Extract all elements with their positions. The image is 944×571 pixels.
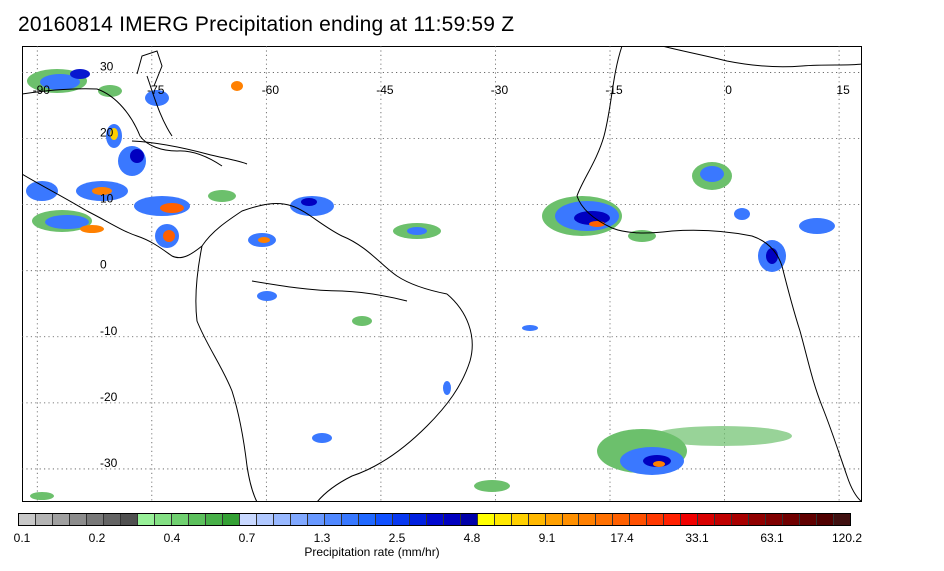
colorbar-tick-label: 2.5: [388, 531, 406, 545]
colorbar-swatch: [154, 514, 172, 525]
precip-cluster-south: [30, 316, 792, 500]
colorbar-swatch: [511, 514, 529, 525]
longitude-label: -75: [147, 83, 165, 97]
colorbar-swatch: [647, 514, 665, 525]
colorbar-swatch: [358, 514, 376, 525]
precipitation-map: -90 -75 -60 -45 -30 -15 0 15 30 20 10 0 -10 -20 -30: [22, 46, 862, 502]
colorbar-tick-label: 17.4: [610, 531, 634, 545]
longitude-labels: -90 -75 -60 -45 -30 -15 0 15: [33, 83, 850, 97]
colorbar-tick-label: 63.1: [760, 531, 784, 545]
colorbar-swatch: [86, 514, 104, 525]
longitude-label: 15: [836, 83, 850, 97]
precip-cluster-west-africa: [542, 162, 835, 272]
latitude-label: 10: [100, 192, 114, 206]
latitude-label: -20: [100, 390, 118, 404]
colorbar-caption: Precipitation rate (mm/hr): [304, 545, 440, 559]
colorbar-swatch: [579, 514, 597, 525]
colorbar-swatch: [409, 514, 427, 525]
colorbar-swatch: [494, 514, 512, 525]
colorbar-tick-label: 4.8: [463, 531, 481, 545]
longitude-label: 0: [725, 83, 732, 97]
colorbar-swatch: [443, 514, 461, 525]
colorbar-swatch: [630, 514, 648, 525]
map-title: 20160814 IMERG Precipitation ending at 1…: [18, 13, 515, 36]
longitude-label: -60: [262, 83, 280, 97]
colorbar-tick-label: 0.1: [13, 531, 31, 545]
precipitation-field: [26, 69, 835, 500]
colorbar-swatch: [545, 514, 563, 525]
colorbar-swatch: [273, 514, 291, 525]
latitude-label: -10: [100, 324, 118, 338]
colorbar-swatch: [222, 514, 240, 525]
colorbar-tick-label: 1.3: [313, 531, 331, 545]
colorbar-tick-label: 0.7: [238, 531, 256, 545]
colorbar-swatch: [834, 514, 851, 525]
colorbar-swatch: [528, 514, 546, 525]
colorbar-swatch: [52, 514, 70, 525]
colorbar: [18, 513, 851, 526]
graticule: [22, 46, 862, 502]
colorbar-swatch: [188, 514, 206, 525]
colorbar-swatch: [477, 514, 495, 525]
colorbar-swatch: [290, 514, 308, 525]
colorbar-swatch: [205, 514, 223, 525]
colorbar-swatch: [69, 514, 87, 525]
colorbar-tick-label: 0.4: [163, 531, 181, 545]
colorbar-tick-label: 120.2: [831, 531, 863, 545]
colorbar-swatch: [613, 514, 631, 525]
colorbar-swatch: [698, 514, 716, 525]
colorbar-swatch: [239, 514, 257, 525]
colorbar-swatch: [766, 514, 784, 525]
map-border: [22, 46, 862, 502]
colorbar-swatch: [392, 514, 410, 525]
colorbar-swatch: [596, 514, 614, 525]
colorbar-swatch: [120, 514, 138, 525]
longitude-label: -30: [491, 83, 509, 97]
latitude-label: -30: [100, 456, 118, 470]
colorbar-tick-label: 33.1: [685, 531, 709, 545]
colorbar-swatch: [715, 514, 733, 525]
colorbar-swatch: [375, 514, 393, 525]
colorbar-tick-label: 9.1: [538, 531, 556, 545]
colorbar-swatch: [19, 514, 36, 525]
longitude-label: -15: [605, 83, 623, 97]
colorbar-swatch: [460, 514, 478, 525]
colorbar-swatch: [562, 514, 580, 525]
precip-cluster-gulf: [26, 69, 441, 301]
colorbar-swatch: [732, 514, 750, 525]
colorbar-swatch: [817, 514, 835, 525]
colorbar-swatch: [103, 514, 121, 525]
colorbar-tick-label: 0.2: [88, 531, 106, 545]
latitude-label: 0: [100, 258, 107, 272]
longitude-label: -90: [33, 83, 51, 97]
colorbar-swatch: [341, 514, 359, 525]
colorbar-swatch: [800, 514, 818, 525]
colorbar-swatch: [324, 514, 342, 525]
latitude-label: 20: [100, 126, 114, 140]
colorbar-swatch: [664, 514, 682, 525]
colorbar-swatch: [171, 514, 189, 525]
latitude-label: 30: [100, 59, 114, 73]
colorbar-swatch: [783, 514, 801, 525]
colorbar-swatch: [137, 514, 155, 525]
latitude-labels: 30 20 10 0 -10 -20 -30: [100, 59, 118, 470]
longitude-label: -45: [376, 83, 394, 97]
colorbar-swatch: [256, 514, 274, 525]
colorbar-swatch: [35, 514, 53, 525]
colorbar-swatch: [749, 514, 767, 525]
colorbar-swatch: [681, 514, 699, 525]
coastlines: [22, 46, 862, 502]
colorbar-swatch: [307, 514, 325, 525]
colorbar-swatch: [426, 514, 444, 525]
